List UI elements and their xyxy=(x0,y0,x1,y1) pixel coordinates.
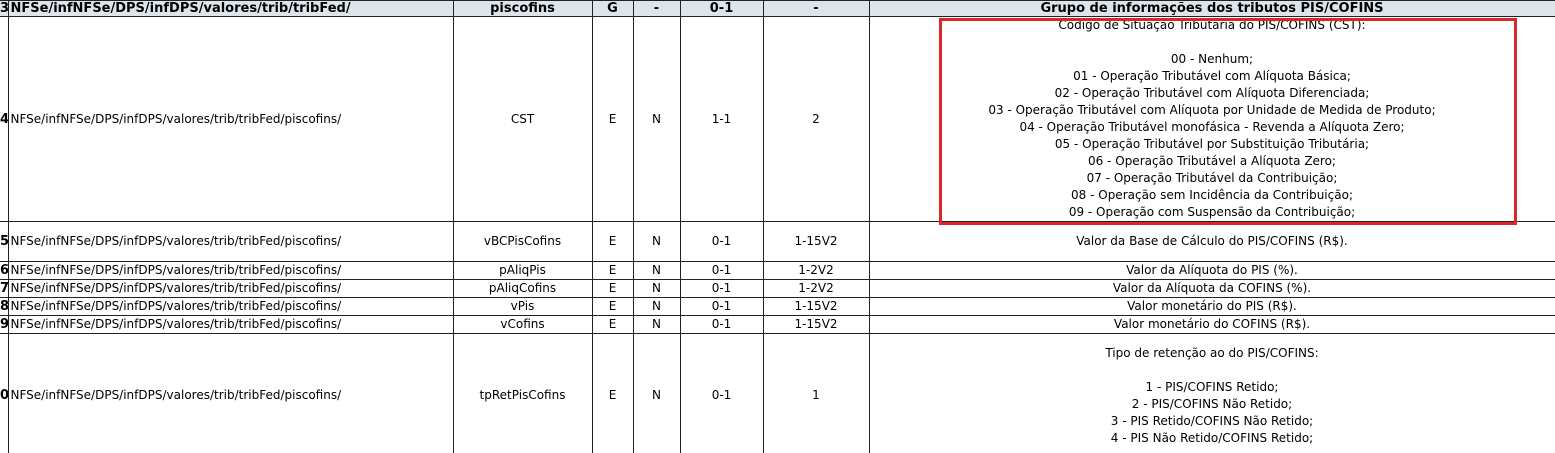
required: N xyxy=(632,261,681,280)
description-item: 05 - Operação Tributável por Substituiçã… xyxy=(1054,137,1370,151)
description-item: 04 - Operação Tributável monofásica - Re… xyxy=(1019,120,1405,134)
occurrence: 0-1 xyxy=(679,261,764,280)
element-type: E xyxy=(591,279,634,298)
row-number: 0 xyxy=(0,333,9,453)
occurrence: 0-1 xyxy=(679,297,764,316)
xpath: NFSe/infNFSe/DPS/infDPS/valores/trib/tri… xyxy=(7,261,454,280)
description-item: 3 - PIS Retido/COFINS Não Retido; xyxy=(1110,413,1314,428)
field: tpRetPisCofins xyxy=(452,333,593,453)
description-item: 01 - Operação Tributável com Alíquota Bá… xyxy=(1073,69,1351,83)
description-item: 1 - PIS/COFINS Retido; xyxy=(1145,379,1279,394)
element-type: E xyxy=(591,261,634,280)
size: 1 xyxy=(762,333,870,453)
data-row: 4NFSe/infNFSe/DPS/infDPS/valores/trib/tr… xyxy=(0,16,1555,222)
size: 1-2V2 xyxy=(762,279,870,298)
description-item: 09 - Operação com Suspensão da Contribui… xyxy=(1068,205,1356,219)
description-item: 07 - Operação Tributável da Contribuição… xyxy=(1086,171,1338,185)
data-row: 8NFSe/infNFSe/DPS/infDPS/valores/trib/tr… xyxy=(0,297,1555,316)
row-number: 9 xyxy=(0,315,9,334)
row-number: 3 xyxy=(0,0,9,17)
row-number: 5 xyxy=(0,221,9,262)
description-item: 00 - Nenhum; xyxy=(1170,52,1254,66)
header-row: 3NFSe/infNFSe/DPS/infDPS/valores/trib/tr… xyxy=(0,0,1555,17)
size: 2 xyxy=(762,16,870,222)
description-item: 2 - PIS/COFINS Não Retido; xyxy=(1131,396,1293,411)
field: vPis xyxy=(452,297,593,316)
field: piscofins xyxy=(452,0,593,17)
element-type: E xyxy=(591,16,634,222)
description: Valor da Alíquota do PIS (%). xyxy=(868,261,1555,280)
required: N xyxy=(632,315,681,334)
description-item: 4 - PIS Não Retido/COFINS Retido; xyxy=(1110,430,1314,445)
description: Valor monetário do COFINS (R$). xyxy=(868,315,1555,334)
field: pAliqPis xyxy=(452,261,593,280)
field: CST xyxy=(452,16,593,222)
description-item: 02 - Operação Tributável com Alíquota Di… xyxy=(1054,86,1370,100)
data-row: 6NFSe/infNFSe/DPS/infDPS/valores/trib/tr… xyxy=(0,261,1555,280)
description: Grupo de informações dos tributos PIS/CO… xyxy=(868,0,1555,17)
data-row: 9NFSe/infNFSe/DPS/infDPS/valores/trib/tr… xyxy=(0,315,1555,334)
required: - xyxy=(632,0,681,17)
xpath: NFSe/infNFSe/DPS/infDPS/valores/trib/tri… xyxy=(7,297,454,316)
size: 1-15V2 xyxy=(762,297,870,316)
occurrence: 0-1 xyxy=(679,279,764,298)
size: 1-15V2 xyxy=(762,221,870,262)
element-type: E xyxy=(591,221,634,262)
description: Valor monetário do PIS (R$). xyxy=(868,297,1555,316)
occurrence: 0-1 xyxy=(679,315,764,334)
required: N xyxy=(632,16,681,222)
description-title: Codigo de Situação Tributaria do PIS/COF… xyxy=(1058,18,1366,32)
xpath: NFSe/infNFSe/DPS/infDPS/valores/trib/tri… xyxy=(7,16,454,222)
row-number: 7 xyxy=(0,279,9,298)
description-item: 03 - Operação Tributável com Alíquota po… xyxy=(988,103,1436,117)
highlight-box xyxy=(939,18,1517,225)
required: N xyxy=(632,279,681,298)
element-type: G xyxy=(591,0,634,17)
description: Tipo de retenção ao do PIS/COFINS: 1 - PI… xyxy=(868,333,1555,453)
required: N xyxy=(632,333,681,453)
spacer xyxy=(872,362,1553,379)
data-row: 5NFSe/infNFSe/DPS/infDPS/valores/trib/tr… xyxy=(0,221,1555,262)
occurrence: 0-1 xyxy=(679,0,764,17)
occurrence: 0-1 xyxy=(679,333,764,453)
xpath: NFSe/infNFSe/DPS/infDPS/valores/trib/tri… xyxy=(7,315,454,334)
description: Codigo de Situação Tributaria do PIS/COF… xyxy=(868,16,1555,222)
data-row: 7NFSe/infNFSe/DPS/infDPS/valores/trib/tr… xyxy=(0,279,1555,298)
element-type: E xyxy=(591,333,634,453)
description: Valor da Alíquota da COFINS (%). xyxy=(868,279,1555,298)
occurrence: 1-1 xyxy=(679,16,764,222)
size: - xyxy=(762,0,870,17)
element-type: E xyxy=(591,297,634,316)
description: Valor da Base de Cálculo do PIS/COFINS (… xyxy=(868,221,1555,262)
xpath: NFSe/infNFSe/DPS/infDPS/valores/trib/tri… xyxy=(7,279,454,298)
data-row: 0NFSe/infNFSe/DPS/infDPS/valores/trib/tr… xyxy=(0,333,1555,453)
size: 1-15V2 xyxy=(762,315,870,334)
field: vBCPisCofins xyxy=(452,221,593,262)
field: pAliqCofins xyxy=(452,279,593,298)
xpath: NFSe/infNFSe/DPS/infDPS/valores/trib/tri… xyxy=(7,221,454,262)
required: N xyxy=(632,221,681,262)
description-item: 08 - Operação sem Incidência da Contribu… xyxy=(1071,188,1353,202)
row-number: 4 xyxy=(0,16,9,222)
description-item: 06 - Operação Tributável a Alíquota Zero… xyxy=(1088,154,1336,168)
occurrence: 0-1 xyxy=(679,221,764,262)
row-number: 6 xyxy=(0,261,9,280)
element-type: E xyxy=(591,315,634,334)
required: N xyxy=(632,297,681,316)
size: 1-2V2 xyxy=(762,261,870,280)
description-title: Tipo de retenção ao do PIS/COFINS: xyxy=(1105,345,1319,360)
field: vCofins xyxy=(452,315,593,334)
xpath: NFSe/infNFSe/DPS/infDPS/valores/trib/tri… xyxy=(7,333,454,453)
xpath: NFSe/infNFSe/DPS/infDPS/valores/trib/tri… xyxy=(7,0,454,17)
row-number: 8 xyxy=(0,297,9,316)
